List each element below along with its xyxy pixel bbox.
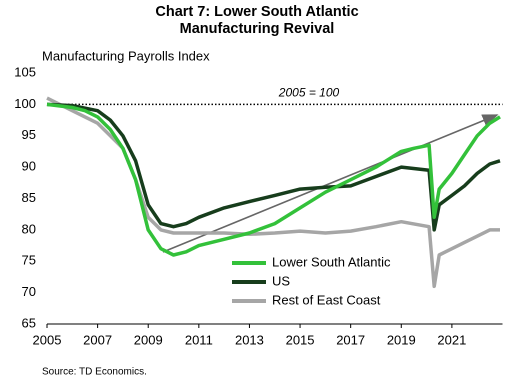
x-tick-label: 2019 (387, 332, 416, 347)
chart-title: Chart 7: Lower South Atlantic Manufactur… (155, 4, 359, 37)
x-tick-label: 2011 (185, 332, 213, 347)
trend-arrow (162, 114, 499, 253)
legend-label: Lower South Atlantic (272, 254, 391, 269)
x-tick-label: 2007 (83, 332, 112, 347)
series-line (46, 102, 501, 232)
reference-label: 2005 = 100 (278, 86, 340, 100)
y-tick-label: 95 (22, 127, 36, 142)
y-tick-label: 85 (22, 190, 36, 205)
x-tick-label: 2005 (33, 332, 62, 347)
y-tick-label: 90 (22, 159, 36, 174)
series-line (46, 102, 501, 257)
source: Source: TD Economics. (42, 367, 147, 378)
legend-label: US (272, 273, 290, 288)
x-tick-label: 2009 (134, 332, 163, 347)
x-tick-label: 2013 (235, 332, 264, 347)
y-tick-label: 100 (14, 96, 36, 111)
y-axis-label: Manufacturing Payrolls Index (42, 48, 210, 63)
y-tick-label: 80 (22, 221, 36, 236)
x-tick-label: 2015 (286, 332, 315, 347)
x-tick-label: 2021 (437, 332, 466, 347)
x-tick-label: 2017 (336, 332, 365, 347)
y-tick-label: 65 (22, 315, 36, 330)
legend-label: Rest of East Coast (272, 292, 381, 307)
y-tick-label: 75 (22, 253, 36, 268)
y-tick-label: 70 (22, 284, 36, 299)
y-tick-label: 105 (14, 64, 36, 79)
